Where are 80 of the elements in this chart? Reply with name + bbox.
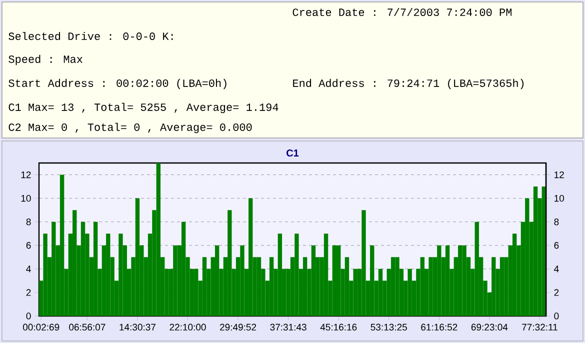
x-tick-label: 37:31:43	[270, 324, 306, 331]
bar	[336, 245, 341, 316]
bar	[60, 174, 64, 316]
bar	[462, 245, 466, 316]
text: C1 Max= 13 , Total= 5255 , Average= 1.194	[8, 102, 278, 114]
y-tick-label: 4	[26, 266, 31, 272]
bar	[93, 222, 98, 316]
y2-tick-label: 6	[554, 242, 559, 249]
chart-title: C1	[286, 149, 299, 157]
bar	[324, 234, 328, 316]
bar	[353, 268, 358, 316]
bar	[390, 257, 396, 316]
bar	[445, 245, 450, 316]
x-tick-label: 14:30:37	[120, 324, 156, 331]
bar	[80, 222, 86, 316]
bar	[474, 222, 479, 316]
x-tick-label: 06:56:07	[69, 324, 106, 331]
bar	[248, 198, 253, 316]
bar	[135, 198, 140, 316]
bar	[294, 234, 299, 316]
bar	[173, 245, 178, 316]
bar	[500, 257, 504, 316]
bar	[228, 210, 232, 316]
bar	[378, 268, 383, 316]
y-tick-label: 8	[26, 218, 31, 226]
bar	[72, 210, 77, 316]
bar	[437, 245, 442, 316]
bar	[533, 186, 538, 316]
y2-tick-label: 2	[554, 289, 559, 296]
x-tick-label: 45:16:16	[320, 324, 357, 331]
bar	[458, 245, 462, 316]
y-tick-label: 0	[26, 312, 31, 320]
bar	[118, 234, 123, 316]
bar	[525, 198, 530, 316]
bar	[408, 268, 412, 316]
bar	[302, 257, 308, 316]
bar	[156, 163, 161, 316]
y-tick-label: 12	[21, 171, 31, 178]
y-tick-label: 10	[21, 194, 31, 202]
text: End Address : 79:24:71 (LBA=57365h)	[293, 78, 524, 90]
x-tick-label: 29:49:52	[220, 324, 256, 331]
bar	[370, 245, 374, 316]
y2-tick-label: 4	[554, 266, 559, 272]
bar	[106, 234, 110, 316]
y-tick-label: 2	[26, 289, 31, 296]
bar	[202, 257, 207, 316]
bar	[52, 222, 56, 316]
bar	[332, 245, 336, 316]
bar	[43, 234, 48, 316]
bar	[395, 257, 400, 316]
y2-tick-label: 8	[554, 218, 559, 226]
bar	[420, 257, 424, 316]
text: Speed : Max	[8, 54, 82, 66]
bar	[428, 257, 433, 316]
bar	[214, 245, 220, 316]
bar	[311, 245, 316, 316]
bar	[269, 257, 274, 316]
text: Selected Drive : 0-0-0 K:	[8, 32, 173, 40]
bar	[256, 257, 262, 316]
bar	[278, 234, 282, 316]
text: Create Date : 7/7/2003 7:24:00 PM	[292, 8, 512, 16]
x-tick-label: 61:16:52	[421, 324, 458, 331]
x-tick-label: 00:02:69	[22, 324, 60, 331]
bar	[344, 257, 350, 316]
y2-tick-label: 0	[554, 312, 559, 320]
bar	[512, 234, 517, 316]
y-tick-label: 6	[26, 242, 31, 249]
x-tick-label: 53:13:25	[370, 324, 407, 331]
text: Start Address : 00:02:00 (LBA=0h)	[8, 78, 226, 90]
x-tick-label: 77:32:11	[522, 324, 558, 331]
bar	[492, 257, 496, 316]
y2-tick-label: 10	[554, 194, 564, 202]
bar	[194, 268, 198, 316]
bar	[181, 222, 186, 316]
bar	[240, 245, 244, 316]
y2-tick-label: 12	[554, 171, 564, 178]
bar	[362, 210, 366, 316]
x-tick-label: 22:10:00	[170, 324, 206, 331]
text: C2 Max= 0 , Total= 0 , Average= 0.000	[8, 122, 252, 134]
x-tick-label: 69:23:04	[471, 324, 508, 331]
